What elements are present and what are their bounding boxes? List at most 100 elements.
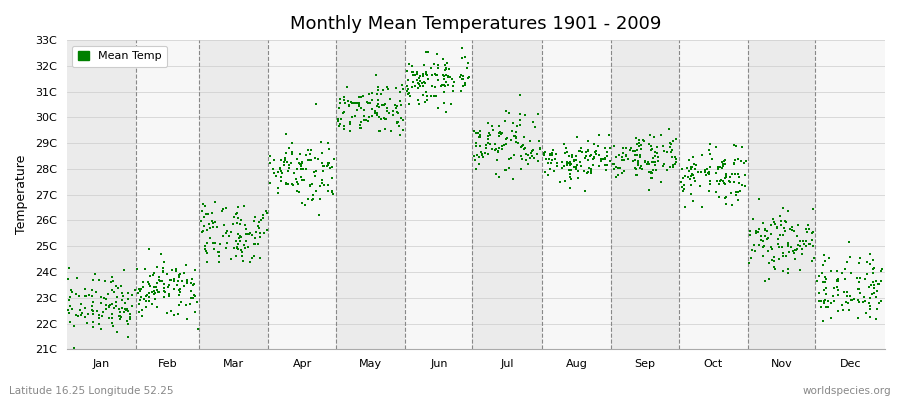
Point bbox=[874, 277, 888, 284]
Point bbox=[615, 157, 629, 163]
Point bbox=[373, 128, 387, 134]
Point bbox=[477, 150, 491, 156]
Point bbox=[591, 143, 606, 149]
Point bbox=[771, 235, 786, 242]
Point bbox=[628, 135, 643, 141]
Point bbox=[413, 78, 428, 84]
Point bbox=[234, 247, 248, 253]
Point bbox=[162, 281, 176, 288]
Point bbox=[207, 246, 221, 252]
Point bbox=[171, 302, 185, 308]
Point bbox=[703, 141, 717, 148]
Point bbox=[301, 196, 315, 203]
Point bbox=[219, 245, 233, 252]
Point bbox=[550, 162, 564, 169]
Point bbox=[806, 258, 820, 264]
Point bbox=[447, 79, 462, 86]
Point bbox=[789, 246, 804, 253]
Point bbox=[758, 278, 772, 284]
Point bbox=[770, 225, 784, 231]
Point bbox=[215, 206, 230, 212]
Point bbox=[266, 170, 281, 176]
Point bbox=[518, 112, 533, 119]
Point bbox=[92, 277, 106, 283]
Point bbox=[768, 221, 782, 228]
Point bbox=[224, 256, 238, 262]
Point bbox=[105, 278, 120, 284]
Point bbox=[88, 270, 103, 277]
Point bbox=[508, 128, 523, 135]
Point bbox=[686, 154, 700, 160]
Point bbox=[345, 100, 359, 106]
Point bbox=[118, 300, 132, 306]
Point bbox=[440, 60, 454, 66]
Point bbox=[493, 129, 508, 136]
Point bbox=[152, 274, 166, 281]
Point bbox=[743, 231, 758, 238]
Point bbox=[279, 181, 293, 188]
Point bbox=[423, 65, 437, 72]
Point bbox=[231, 215, 246, 221]
Point bbox=[684, 191, 698, 197]
Legend: Mean Temp: Mean Temp bbox=[72, 46, 167, 67]
Point bbox=[830, 278, 844, 284]
Point bbox=[332, 105, 347, 112]
Point bbox=[676, 188, 690, 194]
Point bbox=[69, 290, 84, 297]
Point bbox=[364, 100, 378, 106]
Point bbox=[333, 121, 347, 127]
Point bbox=[847, 296, 861, 302]
Point bbox=[94, 294, 109, 300]
Point bbox=[237, 242, 251, 248]
Point bbox=[469, 139, 483, 146]
Point bbox=[719, 201, 733, 207]
Point bbox=[104, 301, 118, 308]
Point bbox=[273, 164, 287, 171]
Point bbox=[77, 293, 92, 300]
Point bbox=[767, 219, 781, 225]
Point bbox=[406, 78, 420, 85]
Point bbox=[723, 174, 737, 180]
Bar bbox=[136, 40, 199, 349]
Point bbox=[642, 168, 656, 175]
Point bbox=[716, 165, 730, 171]
Point bbox=[687, 175, 701, 182]
Point bbox=[362, 91, 376, 97]
Point bbox=[703, 181, 717, 187]
Point bbox=[586, 162, 600, 168]
Point bbox=[481, 140, 495, 146]
Point bbox=[315, 177, 329, 183]
Point bbox=[727, 161, 742, 167]
Point bbox=[68, 312, 83, 318]
Point bbox=[274, 170, 289, 177]
Point bbox=[187, 292, 202, 298]
Point bbox=[230, 240, 245, 247]
Point bbox=[188, 309, 202, 315]
Point bbox=[167, 312, 182, 318]
Point bbox=[293, 173, 308, 180]
Point bbox=[506, 176, 520, 182]
Point bbox=[539, 156, 554, 162]
Point bbox=[525, 147, 539, 154]
Point bbox=[176, 282, 191, 289]
Point bbox=[92, 320, 106, 327]
Point bbox=[220, 205, 234, 212]
Point bbox=[868, 294, 883, 300]
Point bbox=[148, 288, 162, 295]
Point bbox=[62, 297, 77, 303]
Point bbox=[150, 287, 165, 293]
Point bbox=[118, 306, 132, 312]
Point bbox=[361, 114, 375, 120]
Point bbox=[729, 188, 743, 195]
Point bbox=[556, 163, 571, 169]
Point bbox=[565, 152, 580, 158]
Point bbox=[703, 151, 717, 157]
Bar bbox=[268, 40, 336, 349]
Point bbox=[816, 262, 831, 269]
Point bbox=[598, 154, 612, 161]
Point bbox=[476, 154, 491, 160]
Point bbox=[548, 150, 562, 157]
Point bbox=[186, 282, 201, 288]
Point bbox=[838, 276, 852, 282]
Point bbox=[523, 138, 537, 144]
